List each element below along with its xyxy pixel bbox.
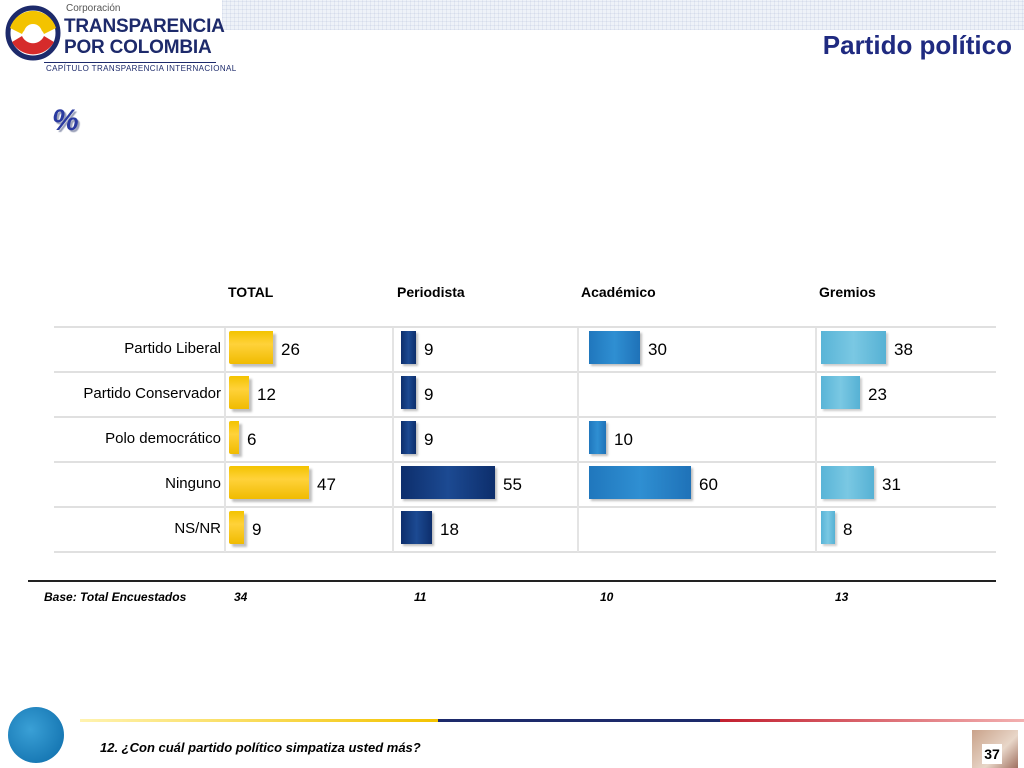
footer-stripe-blue bbox=[438, 719, 720, 722]
bar-total-partido-liberal bbox=[229, 331, 273, 364]
data-label-periodista-partido-conservador: 9 bbox=[424, 385, 434, 404]
bar-periodista-partido-conservador bbox=[401, 376, 416, 409]
data-label-academico-ninguno: 60 bbox=[699, 475, 718, 494]
series-header-gremios: Gremios bbox=[819, 284, 876, 300]
bar-total-polo-democratico bbox=[229, 421, 239, 454]
footer-stripe-red bbox=[720, 719, 1024, 722]
base-value-periodista: 11 bbox=[414, 590, 427, 604]
base-value-gremios: 13 bbox=[835, 590, 849, 604]
column-divider bbox=[815, 328, 817, 552]
base-divider bbox=[28, 580, 996, 582]
bar-total-partido-conservador bbox=[229, 376, 249, 409]
footer-stripe-yellow bbox=[80, 719, 438, 722]
base-value-total: 34 bbox=[234, 590, 248, 604]
bar-periodista-partido-liberal bbox=[401, 331, 416, 364]
data-label-periodista-polo-democratico: 9 bbox=[424, 430, 434, 449]
data-label-periodista-partido-liberal: 9 bbox=[424, 340, 434, 359]
header-band bbox=[222, 0, 1024, 30]
bar-gremios-partido-liberal bbox=[821, 331, 886, 364]
category-label-partido-liberal: Partido Liberal bbox=[124, 340, 221, 357]
row-divider bbox=[54, 416, 996, 418]
logo-subtitle: CAPÍTULO TRANSPARENCIA INTERNACIONAL bbox=[46, 64, 237, 73]
column-divider bbox=[577, 328, 579, 552]
data-label-periodista-ninguno: 55 bbox=[503, 475, 522, 494]
bar-total-ns-nr bbox=[229, 511, 244, 544]
data-label-gremios-partido-liberal: 38 bbox=[894, 340, 913, 359]
data-label-academico-polo-democratico: 10 bbox=[614, 430, 633, 449]
bar-periodista-ns-nr bbox=[401, 511, 432, 544]
page-number: 37 bbox=[982, 744, 1002, 764]
row-divider bbox=[54, 371, 996, 373]
logo-rule bbox=[44, 62, 216, 63]
series-header-total: TOTAL bbox=[228, 284, 274, 300]
survey-question: 12. ¿Con cuál partido político simpatiza… bbox=[100, 740, 421, 755]
bar-periodista-ninguno bbox=[401, 466, 495, 499]
row-divider bbox=[54, 506, 996, 508]
logo-small-text: Corporación bbox=[66, 3, 121, 14]
data-label-total-partido-liberal: 26 bbox=[281, 340, 300, 359]
data-label-total-partido-conservador: 12 bbox=[257, 385, 276, 404]
logo-line-2: POR COLOMBIA bbox=[64, 37, 212, 58]
footer-logo-icon bbox=[8, 707, 64, 763]
bar-academico-polo-democratico bbox=[589, 421, 606, 454]
category-label-ns-nr: NS/NR bbox=[174, 520, 221, 537]
series-header-academico: Académico bbox=[581, 284, 656, 300]
data-label-total-polo-democratico: 6 bbox=[247, 430, 257, 449]
data-label-gremios-partido-conservador: 23 bbox=[868, 385, 887, 404]
data-label-academico-partido-liberal: 30 bbox=[648, 340, 667, 359]
column-divider bbox=[224, 328, 226, 552]
company-logo: Corporación TRANSPARENCIA POR COLOMBIA C… bbox=[4, 0, 236, 78]
bar-gremios-ns-nr bbox=[821, 511, 835, 544]
category-label-ninguno: Ninguno bbox=[165, 475, 221, 492]
data-label-total-ninguno: 47 bbox=[317, 475, 336, 494]
category-label-polo-democratico: Polo democrático bbox=[105, 430, 221, 447]
bar-academico-partido-liberal bbox=[589, 331, 640, 364]
base-label: Base: Total Encuestados bbox=[44, 590, 187, 604]
percent-symbol: % bbox=[52, 104, 79, 137]
bar-total-ninguno bbox=[229, 466, 309, 499]
row-divider bbox=[54, 461, 996, 463]
column-divider bbox=[392, 328, 394, 552]
base-value-academico: 10 bbox=[600, 590, 614, 604]
row-divider bbox=[54, 551, 996, 553]
bar-gremios-partido-conservador bbox=[821, 376, 860, 409]
data-label-gremios-ns-nr: 8 bbox=[843, 520, 853, 539]
data-label-gremios-ninguno: 31 bbox=[882, 475, 901, 494]
bar-periodista-polo-democratico bbox=[401, 421, 416, 454]
page-title: Partido político bbox=[822, 30, 1012, 60]
series-header-periodista: Periodista bbox=[397, 284, 465, 300]
logo-line-1: TRANSPARENCIA bbox=[64, 16, 225, 37]
logo-emblem-icon bbox=[5, 5, 61, 61]
data-label-total-ns-nr: 9 bbox=[252, 520, 262, 539]
bar-academico-ninguno bbox=[589, 466, 691, 499]
bar-gremios-ninguno bbox=[821, 466, 874, 499]
category-label-partido-conservador: Partido Conservador bbox=[83, 385, 221, 402]
row-divider bbox=[54, 326, 996, 328]
data-label-periodista-ns-nr: 18 bbox=[440, 520, 459, 539]
